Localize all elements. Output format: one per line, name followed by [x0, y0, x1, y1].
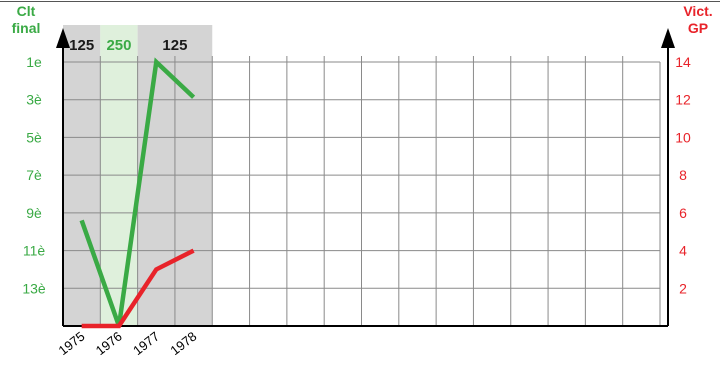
- series-line-final-position: [79, 57, 196, 327]
- right-tick-label: 12: [675, 92, 691, 108]
- band-label-0: 125: [69, 37, 94, 54]
- x-tick-label: 1976: [93, 329, 125, 359]
- x-tick-label: 1975: [55, 329, 87, 359]
- left-tick-label: 11è: [23, 243, 46, 259]
- left-tick-label: 13è: [22, 280, 46, 296]
- right-tick-label: 4: [679, 243, 687, 259]
- right-tick-label: 8: [679, 167, 687, 183]
- right-axis-title: Vict.: [683, 3, 712, 19]
- x-tick-label: 1978: [167, 329, 199, 359]
- series-line-gp-wins: [81, 248, 195, 329]
- left-tick-label: 5è: [26, 129, 42, 145]
- right-axis-arrow-icon: [661, 28, 675, 48]
- right-tick-label: 10: [675, 129, 691, 145]
- left-tick-label: 7è: [26, 167, 42, 183]
- left-tick-label: 3è: [26, 92, 42, 108]
- right-axis-title: GP: [688, 20, 708, 36]
- right-tick-label: 14: [675, 54, 691, 70]
- left-tick-label: 9è: [26, 205, 42, 221]
- right-tick-label: 6: [679, 205, 687, 221]
- left-axis-title: final: [12, 20, 41, 36]
- left-axis-title: Clt: [17, 3, 36, 19]
- x-tick-label: 1977: [130, 329, 162, 359]
- left-tick-label: 1e: [26, 54, 42, 70]
- band-label-2: 125: [162, 37, 187, 54]
- right-tick-label: 2: [679, 280, 687, 296]
- left-axis-arrow-icon: [56, 28, 70, 48]
- band-label-1: 250: [106, 37, 131, 54]
